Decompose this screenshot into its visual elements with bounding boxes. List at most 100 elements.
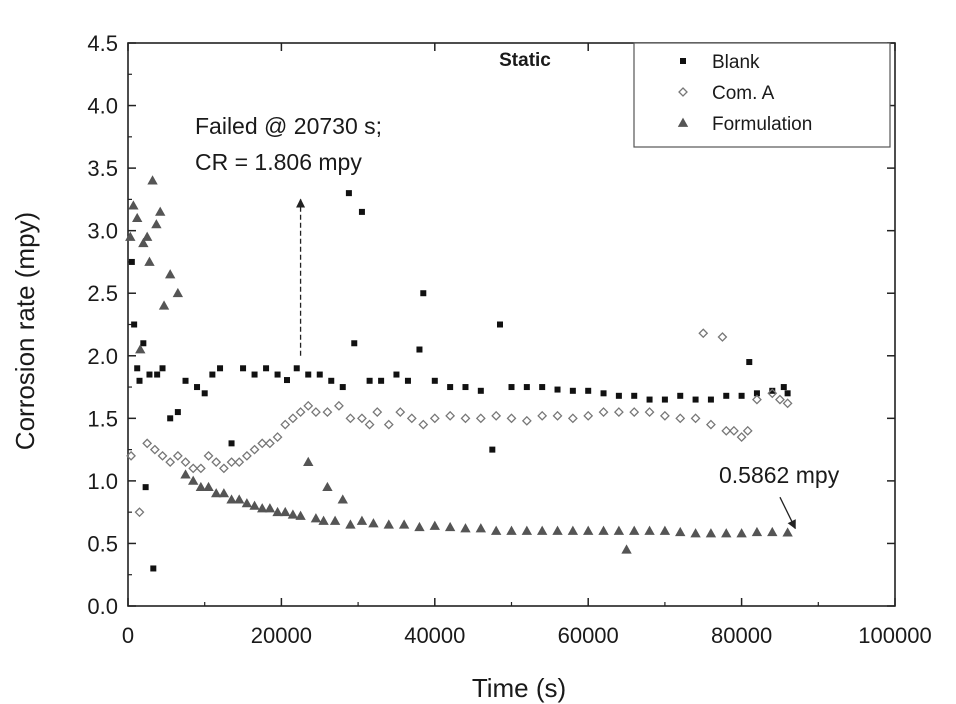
x-tick-label: 100000 — [858, 623, 931, 648]
legend-box — [633, 42, 891, 148]
y-tick-label: 4.5 — [87, 31, 118, 56]
legend-marker-blank — [680, 58, 686, 64]
data-point-com-a — [644, 407, 655, 417]
data-point-formulation — [303, 456, 314, 467]
data-point-com-a — [698, 328, 709, 339]
data-point-com-a — [142, 438, 153, 449]
data-point-com-a — [234, 457, 245, 468]
data-point-formulation — [736, 528, 747, 538]
data-point-com-a — [272, 432, 283, 443]
data-point-com-a — [721, 425, 732, 436]
data-point-blank — [128, 258, 135, 265]
data-point-blank — [274, 371, 281, 378]
data-point-formulation — [158, 300, 170, 310]
data-point-blank — [723, 392, 730, 399]
legend-label-com-a: Com. A — [712, 83, 775, 104]
data-point-formulation — [226, 494, 237, 504]
data-point-blank — [345, 190, 352, 197]
data-point-blank — [447, 384, 454, 391]
data-point-blank — [780, 384, 787, 391]
data-point-blank — [167, 415, 174, 422]
data-point-formulation — [141, 231, 153, 241]
data-point-blank — [283, 377, 290, 384]
data-point-formulation — [272, 506, 283, 517]
y-tick-label: 1.5 — [87, 406, 118, 431]
data-point-formulation — [629, 525, 640, 535]
data-point-com-a — [322, 407, 333, 417]
data-point-formulation — [690, 528, 701, 538]
chart-title: Static — [499, 50, 551, 71]
y-tick-label: 2.5 — [87, 281, 118, 306]
data-point-blank — [142, 484, 149, 491]
data-point-blank — [209, 371, 216, 378]
data-point-com-a — [429, 413, 440, 424]
data-point-com-a — [188, 463, 199, 474]
data-point-blank — [753, 390, 760, 397]
data-point-formulation — [383, 519, 394, 529]
data-point-com-a — [287, 413, 298, 424]
data-point-blank — [217, 365, 224, 372]
data-point-blank — [661, 396, 668, 403]
data-point-blank — [182, 377, 189, 384]
y-axis-title: Corrosion rate (mpy) — [10, 212, 40, 450]
data-point-blank — [378, 377, 385, 384]
data-point-blank — [554, 386, 561, 393]
data-point-formulation — [151, 219, 162, 229]
data-point-com-a — [690, 413, 701, 424]
data-point-formulation — [241, 498, 253, 508]
data-point-blank — [154, 371, 161, 378]
data-point-blank — [646, 396, 653, 403]
data-point-formulation — [264, 503, 276, 513]
series-blank — [128, 190, 791, 572]
y-tick-label: 1.0 — [87, 469, 118, 494]
data-point-formulation — [782, 527, 793, 537]
data-point-formulation — [329, 515, 341, 525]
data-point-blank — [134, 365, 141, 372]
data-point-formulation — [345, 519, 356, 529]
y-tick-label: 0.5 — [87, 531, 118, 556]
legend: Blank Com. A Formulation — [633, 42, 891, 148]
data-point-formulation — [621, 544, 632, 554]
data-point-formulation — [583, 525, 594, 535]
data-point-blank — [508, 384, 515, 391]
data-point-com-a — [395, 407, 406, 417]
data-point-blank — [746, 359, 753, 366]
x-tick-label: 0 — [122, 623, 134, 648]
x-tick-label: 60000 — [558, 623, 619, 648]
data-point-formulation — [460, 523, 471, 533]
data-point-com-a — [126, 450, 136, 461]
data-point-com-a — [211, 457, 222, 468]
legend-label-formulation: Formulation — [712, 114, 812, 135]
data-point-com-a — [334, 400, 344, 411]
data-point-blank — [416, 346, 423, 353]
data-point-formulation — [188, 475, 199, 485]
y-tick-label: 4.0 — [87, 94, 118, 119]
data-point-com-a — [491, 410, 502, 421]
x-axis-title: Time (s) — [472, 673, 566, 703]
data-point-com-a — [752, 394, 762, 405]
y-tick-label: 0.0 — [87, 594, 118, 619]
data-point-blank — [140, 340, 147, 347]
data-point-formulation — [337, 494, 348, 504]
data-point-com-a — [659, 410, 670, 421]
data-point-formulation — [287, 509, 299, 519]
data-point-com-a — [418, 419, 429, 430]
data-point-blank — [769, 387, 776, 394]
data-point-formulation — [318, 515, 329, 525]
data-point-blank — [293, 365, 300, 372]
data-point-formulation — [429, 520, 440, 530]
data-point-com-a — [257, 438, 268, 449]
annotations: Failed @ 20730 s; CR = 1.806 mpy 0.5862 mp… — [195, 113, 840, 530]
data-point-com-a — [295, 407, 306, 417]
data-point-blank — [600, 390, 607, 397]
data-point-blank — [477, 387, 484, 394]
data-point-com-a — [742, 425, 753, 436]
data-point-formulation — [310, 513, 322, 523]
data-point-formulation — [135, 344, 146, 354]
data-point-formulation — [552, 525, 563, 535]
data-point-blank — [489, 446, 496, 453]
axis-tick-labels: 0 20000 40000 60000 80000 100000 0.0 0.5 1.0 1.5 2… — [87, 31, 931, 648]
data-point-blank — [539, 384, 546, 391]
data-point-blank — [677, 392, 684, 399]
data-point-com-a — [567, 413, 578, 424]
